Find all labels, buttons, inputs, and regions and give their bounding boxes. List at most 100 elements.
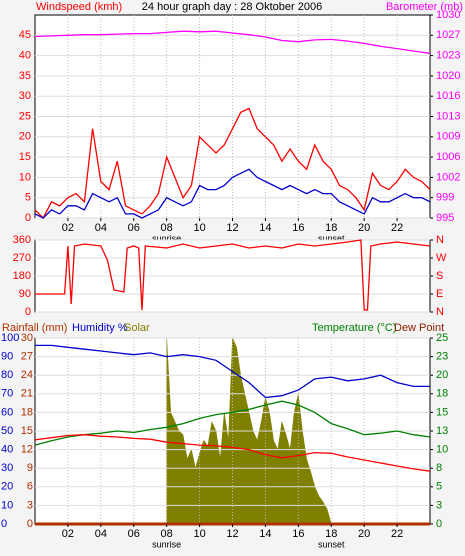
y3-tick-label: 21 [21, 388, 33, 400]
barometer-label: Barometer (mb) [386, 1, 463, 13]
x-tick-label: 22 [391, 222, 403, 234]
x-tick-label: 14 [259, 222, 271, 234]
y-tick-label: 50 [1, 425, 13, 437]
y-tick-label: 60 [1, 406, 13, 418]
x-tick-label: 20 [358, 528, 370, 540]
y2-tick-label: N [436, 234, 444, 246]
y-tick-label: 10 [1, 499, 13, 511]
y-tick-label: 30 [1, 462, 13, 474]
y-tick-label: 0 [25, 212, 31, 224]
x-tick-label: 12 [226, 222, 238, 234]
y2-tick-label: 999 [436, 192, 454, 204]
x-tick-label: 14 [259, 528, 271, 540]
y2-tick-label: N [436, 306, 444, 318]
y2-tick-label: 25 [436, 332, 448, 344]
y2-tick-label: 1030 [436, 9, 460, 21]
x-tick-label: 18 [325, 528, 337, 540]
y-tick-label: 90 [19, 288, 31, 300]
y2-tick-label: S [436, 270, 443, 282]
y3-tick-label: 24 [21, 369, 33, 381]
dewpoint-label: Dew Point [394, 322, 444, 334]
y2-tick-label: 18 [436, 388, 448, 400]
x-tick-label: 22 [391, 528, 403, 540]
x-tick-label: 06 [128, 222, 140, 234]
annotation: sunset [318, 233, 345, 243]
series-line [35, 344, 430, 399]
x-tick-label: 16 [292, 222, 304, 234]
y-tick-label: 0 [1, 518, 7, 530]
y3-tick-label: 15 [21, 425, 33, 437]
y2-tick-label: 1002 [436, 171, 460, 183]
y2-tick-label: E [436, 288, 443, 300]
x-tick-label: 08 [161, 222, 173, 234]
annotation: sunrise [152, 539, 181, 549]
y-tick-label: 35 [19, 70, 31, 82]
windspeed-label: Windspeed (kmh) [36, 1, 122, 13]
x-tick-label: 02 [62, 222, 74, 234]
series-line [34, 30, 431, 54]
y2-tick-label: 8 [436, 462, 442, 474]
y2-tick-label: 20 [436, 369, 448, 381]
y-tick-label: 270 [13, 252, 31, 264]
chart-title: 24 hour graph day : 28 Oktober 2006 [142, 1, 322, 13]
series-line [34, 107, 431, 220]
y-tick-label: 25 [19, 110, 31, 122]
y-tick-label: 40 [19, 50, 31, 62]
y2-tick-label: 1009 [436, 131, 460, 143]
x-tick-label: 06 [128, 528, 140, 540]
y3-tick-label: 12 [21, 444, 33, 456]
y2-tick-label: 15 [436, 406, 448, 418]
y-tick-label: 20 [1, 481, 13, 493]
y2-tick-label: 10 [436, 444, 448, 456]
y2-tick-label: 0 [436, 518, 442, 530]
y3-tick-label: 27 [21, 351, 33, 363]
y-tick-label: 5 [25, 192, 31, 204]
y3-tick-label: 6 [27, 481, 33, 493]
annotation: sunset [318, 539, 345, 549]
x-tick-label: 04 [95, 222, 107, 234]
y2-tick-label: 1006 [436, 151, 460, 163]
y3-tick-label: 30 [21, 332, 33, 344]
y3-tick-label: 9 [27, 462, 33, 474]
x-tick-label: 10 [193, 528, 205, 540]
y2-tick-label: 1020 [436, 70, 460, 82]
y-tick-label: 0 [25, 306, 31, 318]
solar-label: Solar [124, 322, 150, 334]
y2-tick-label: 1013 [436, 110, 460, 122]
x-tick-label: 10 [193, 222, 205, 234]
y2-tick-label: 13 [436, 425, 448, 437]
y-tick-label: 360 [13, 234, 31, 246]
y-tick-label: 90 [1, 351, 13, 363]
y-tick-label: 80 [1, 369, 13, 381]
humidity-label: Humidity % [72, 322, 128, 334]
y-tick-label: 10 [19, 171, 31, 183]
x-tick-label: 18 [325, 222, 337, 234]
y2-tick-label: 23 [436, 351, 448, 363]
y3-tick-label: 3 [27, 499, 33, 511]
y3-tick-label: 0 [27, 518, 33, 530]
x-tick-label: 04 [95, 528, 107, 540]
y2-tick-label: 3 [436, 499, 442, 511]
x-tick-label: 08 [161, 528, 173, 540]
y2-tick-label: 995 [436, 212, 454, 224]
series-line [34, 168, 431, 219]
y-tick-label: 100 [1, 332, 19, 344]
temperature-label: Temperature (°C) [312, 322, 396, 334]
x-tick-label: 02 [62, 528, 74, 540]
x-tick-label: 20 [358, 222, 370, 234]
y2-tick-label: 1023 [436, 50, 460, 62]
annotation: sunrise [152, 233, 181, 243]
y2-tick-label: 1027 [436, 29, 460, 41]
y-tick-label: 20 [19, 131, 31, 143]
x-tick-label: 12 [226, 528, 238, 540]
rainfall-label: Rainfall (mm) [2, 322, 67, 334]
y2-tick-label: 5 [436, 481, 442, 493]
y3-tick-label: 18 [21, 406, 33, 418]
y-tick-label: 45 [19, 29, 31, 41]
y2-tick-label: 1016 [436, 90, 460, 102]
y-tick-label: 40 [1, 444, 13, 456]
y-tick-label: 70 [1, 388, 13, 400]
series-line [35, 239, 431, 311]
series-line [34, 400, 431, 446]
